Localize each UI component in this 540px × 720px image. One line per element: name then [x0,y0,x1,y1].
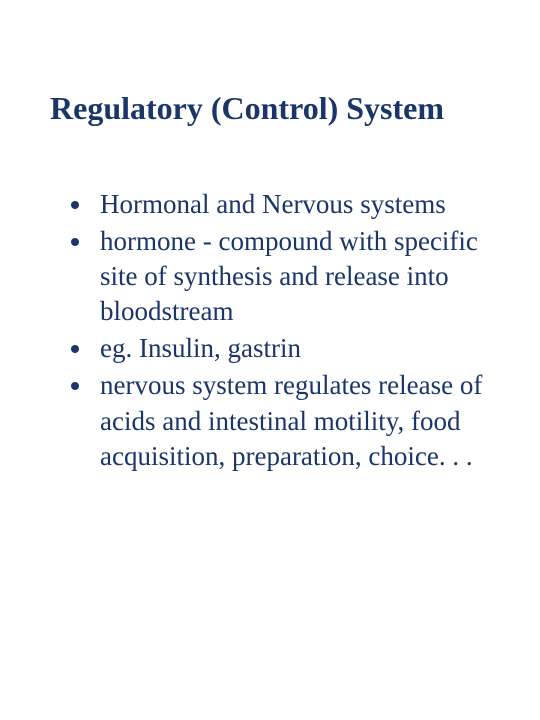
bullet-list: Hormonal and Nervous systems hormone - c… [50,187,490,474]
slide: Regulatory (Control) System Hormonal and… [0,0,540,720]
list-item: eg. Insulin, gastrin [94,331,490,366]
list-item: nervous system regulates release of acid… [94,368,490,473]
list-item: Hormonal and Nervous systems [94,187,490,222]
slide-title: Regulatory (Control) System [50,90,490,127]
list-item: hormone - compound with specific site of… [94,224,490,329]
